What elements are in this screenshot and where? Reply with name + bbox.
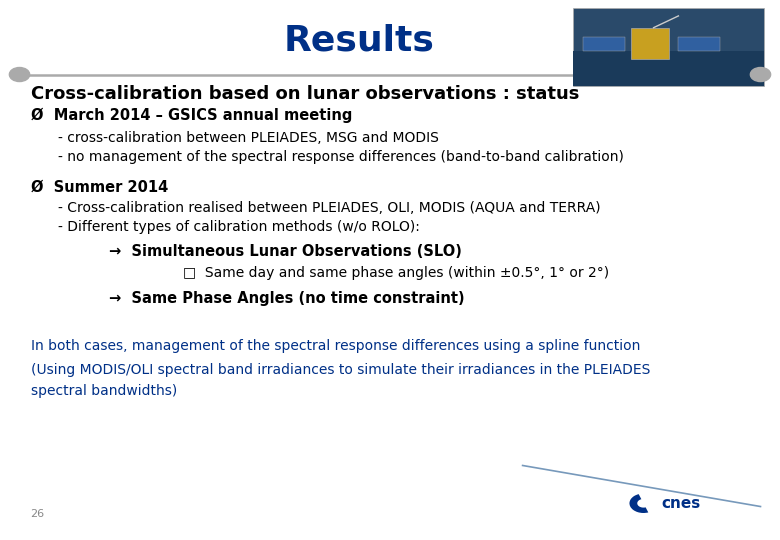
Text: - Cross-calibration realised between PLEIADES, OLI, MODIS (AQUA and TERRA): - Cross-calibration realised between PLE… — [58, 201, 601, 215]
Wedge shape — [629, 494, 648, 513]
Text: →  Same Phase Angles (no time constraint): → Same Phase Angles (no time constraint) — [109, 291, 465, 306]
Text: Results: Results — [283, 24, 434, 57]
FancyBboxPatch shape — [630, 28, 669, 59]
Text: - no management of the spectral response differences (band-to-band calibration): - no management of the spectral response… — [58, 150, 624, 164]
Text: - Different types of calibration methods (w/o ROLO):: - Different types of calibration methods… — [58, 220, 420, 234]
Text: Ø  March 2014 – GSICS annual meeting: Ø March 2014 – GSICS annual meeting — [31, 108, 353, 123]
Text: In both cases, management of the spectral response differences using a spline fu: In both cases, management of the spectra… — [31, 339, 640, 353]
Circle shape — [750, 68, 771, 82]
Text: Ø  Summer 2014: Ø Summer 2014 — [31, 179, 168, 194]
Text: spectral bandwidths): spectral bandwidths) — [31, 384, 177, 399]
FancyBboxPatch shape — [583, 37, 625, 51]
Text: - cross-calibration between PLEIADES, MSG and MODIS: - cross-calibration between PLEIADES, MS… — [58, 131, 439, 145]
Text: →  Simultaneous Lunar Observations (SLO): → Simultaneous Lunar Observations (SLO) — [109, 244, 462, 259]
FancyBboxPatch shape — [679, 37, 721, 51]
Text: □  Same day and same phase angles (within ±0.5°, 1° or 2°): □ Same day and same phase angles (within… — [183, 266, 609, 280]
FancyBboxPatch shape — [573, 8, 764, 86]
Circle shape — [9, 68, 30, 82]
Text: Cross-calibration based on lunar observations : status: Cross-calibration based on lunar observa… — [31, 85, 580, 103]
FancyBboxPatch shape — [573, 51, 764, 86]
Text: (Using MODIS/OLI spectral band irradiances to simulate their irradiances in the : (Using MODIS/OLI spectral band irradianc… — [31, 363, 651, 377]
Text: cnes: cnes — [661, 496, 700, 511]
Text: 26: 26 — [30, 509, 44, 519]
